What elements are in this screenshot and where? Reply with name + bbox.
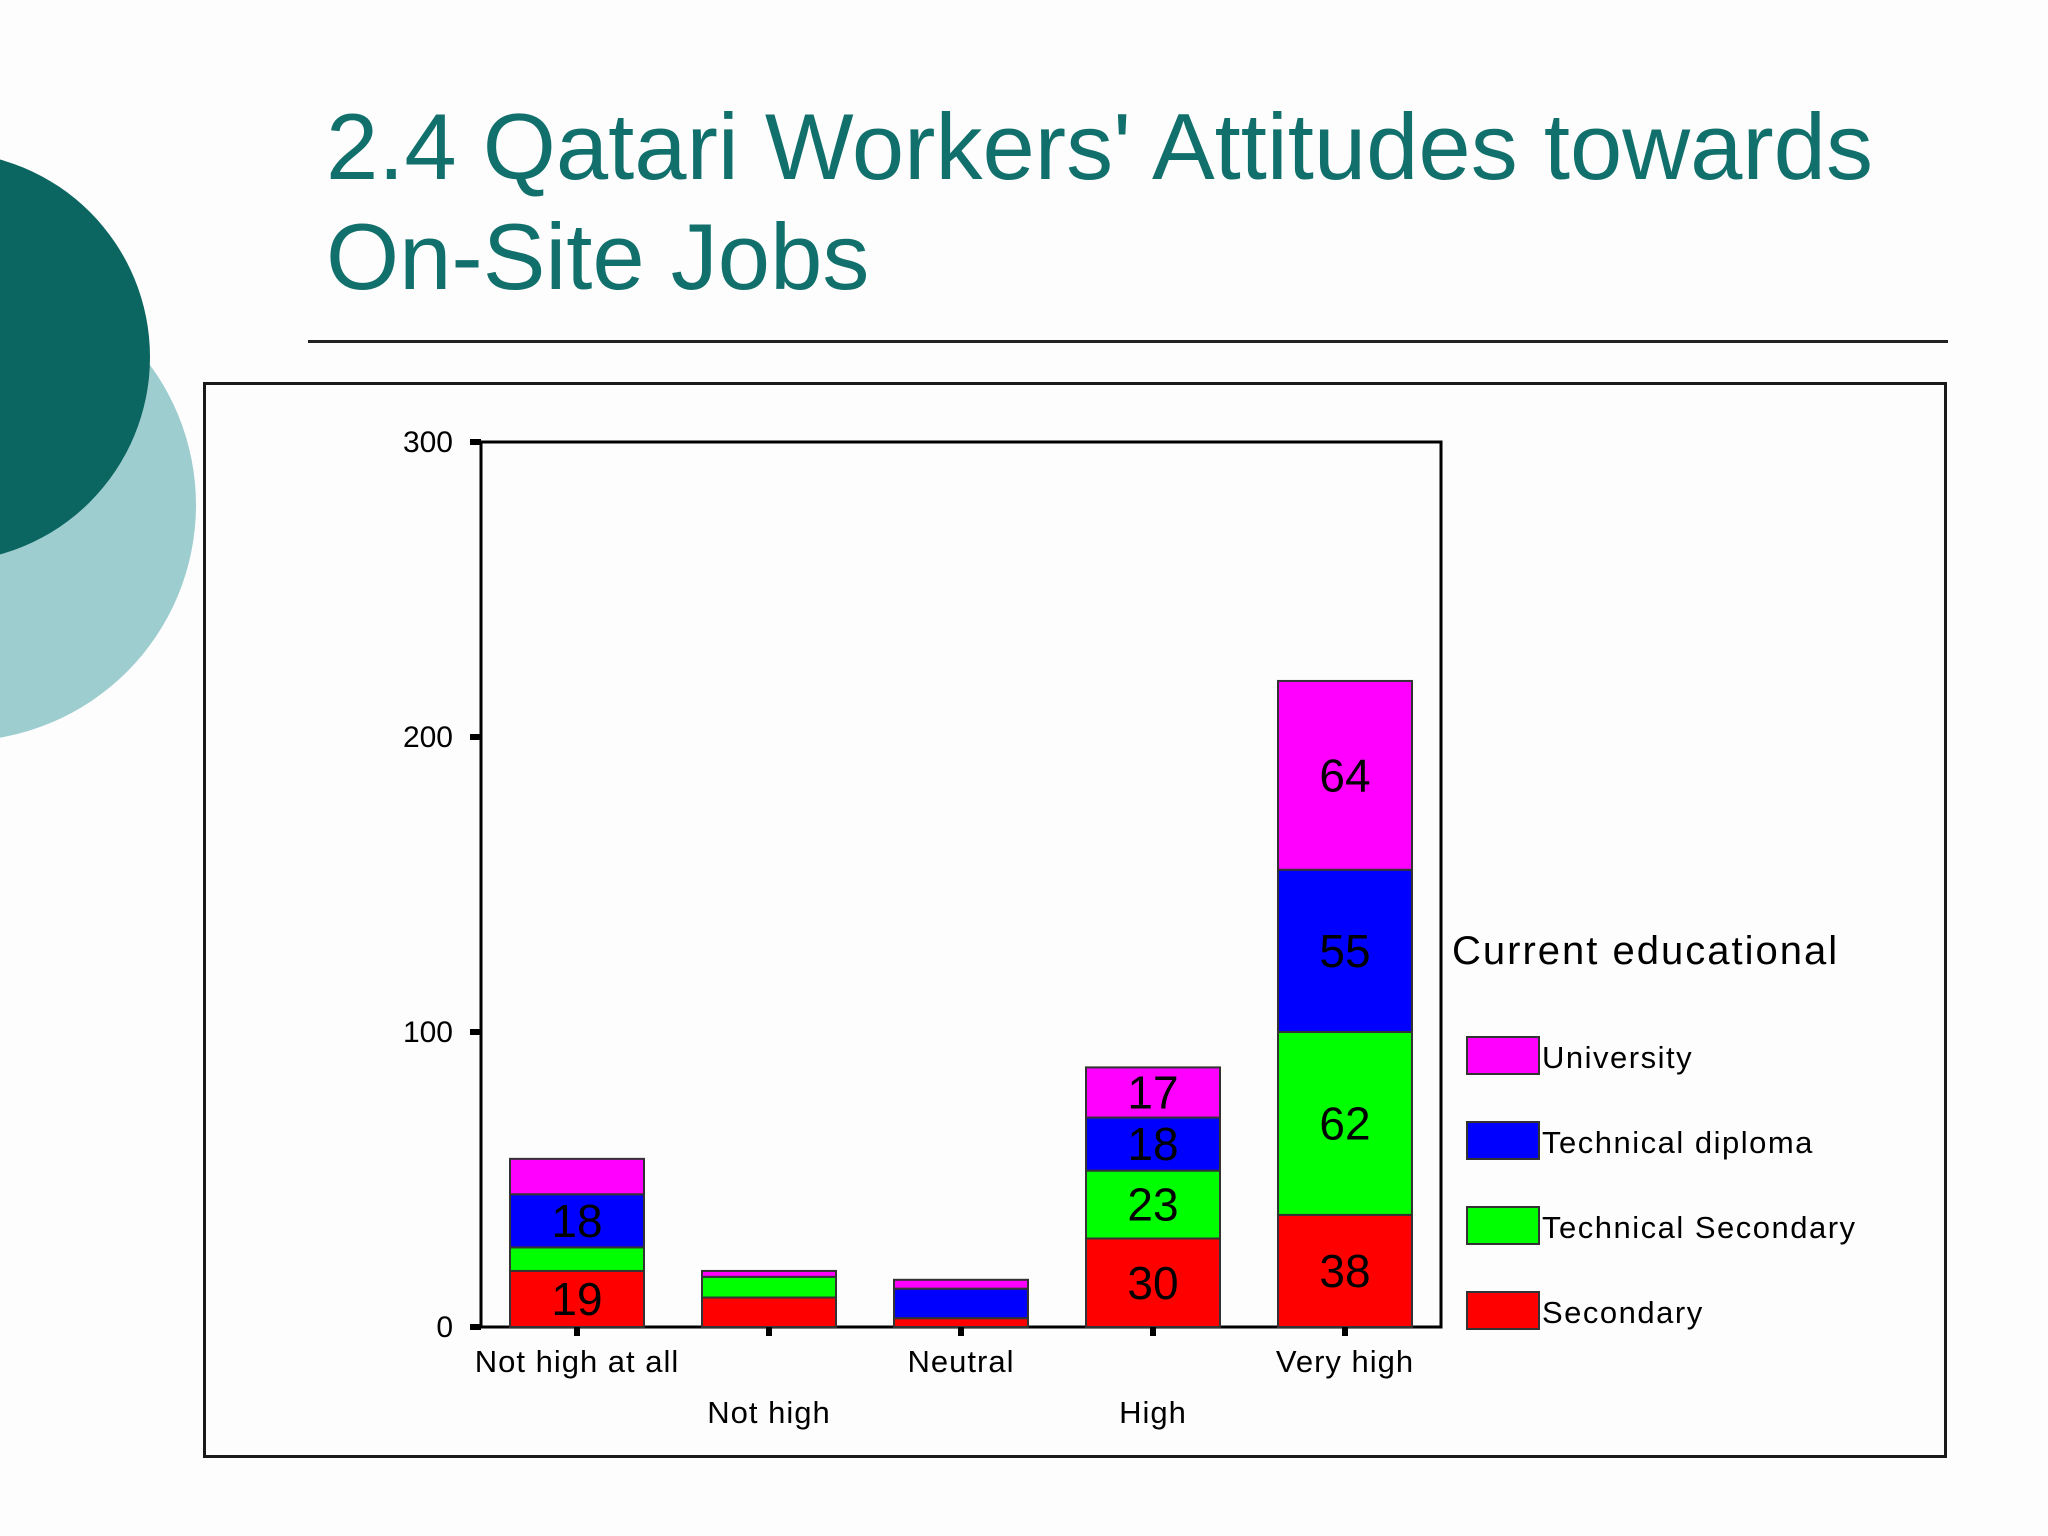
y-tick-label-200: 200 <box>403 721 453 754</box>
legend-swatch-university <box>1466 1036 1540 1075</box>
bar-technical-diploma-neutral <box>893 1287 1029 1320</box>
x-tick-very-high <box>1342 1327 1348 1336</box>
bar-secondary-very-high <box>1277 1213 1413 1329</box>
bar-technical-secondary-not-high-at-all <box>509 1246 645 1272</box>
y-tick-100 <box>470 1029 481 1035</box>
legend-swatch-technical-secondary <box>1466 1206 1540 1245</box>
bar-secondary-neutral <box>893 1317 1029 1329</box>
data-label-technical-secondary-very-high: 62 <box>1319 1097 1370 1149</box>
legend-title: Current educational <box>1452 929 1839 973</box>
decorative-circles <box>0 159 196 738</box>
slide-title-line-2: On-Site Jobs <box>326 204 870 309</box>
legend-label-secondary: Secondary <box>1542 1295 1704 1330</box>
bar-technical-diploma-very-high <box>1277 868 1413 1033</box>
data-label-secondary-high: 30 <box>1127 1257 1178 1309</box>
legend-label-technical-diploma: Technical diploma <box>1542 1125 1814 1160</box>
legend-swatch-technical-diploma <box>1466 1121 1540 1160</box>
decorative-circle-dark <box>0 159 150 555</box>
y-tick-200 <box>470 734 481 740</box>
x-tick-high <box>1150 1327 1156 1336</box>
chart-frame: 0 100 200 300 19 18 Not high at all Not high Neu… <box>203 382 1947 1458</box>
x-tick-label-very-high: Very high <box>1276 1344 1414 1379</box>
bar-university-neutral <box>893 1278 1029 1290</box>
bar-university-very-high <box>1277 679 1413 871</box>
bar-university-not-high <box>701 1269 837 1278</box>
data-label-secondary-not-high-at-all: 19 <box>551 1273 602 1325</box>
x-tick-label-not-high-at-all: Not high at all <box>475 1344 680 1379</box>
data-label-university-very-high: 64 <box>1319 749 1370 801</box>
y-tick-label-100: 100 <box>403 1016 453 1049</box>
y-tick-0 <box>470 1324 481 1330</box>
stacked-bar-chart: 0 100 200 300 19 18 Not high at all Not high Neu… <box>403 426 1857 1430</box>
bar-secondary-not-high-at-all <box>509 1269 645 1329</box>
slide-title: 2.4 Qatari Workers' Attitudes towards On… <box>326 92 1966 312</box>
x-tick-not-high-at-all <box>574 1327 580 1336</box>
bar-university-high <box>1085 1066 1221 1119</box>
bar-university-not-high-at-all <box>509 1157 645 1196</box>
y-tick-label-0: 0 <box>436 1311 453 1344</box>
data-label-secondary-very-high: 38 <box>1319 1245 1370 1297</box>
legend-label-university: University <box>1542 1040 1693 1075</box>
data-label-university-high: 17 <box>1127 1066 1178 1118</box>
data-label-technical-diploma-not-high-at-all: 18 <box>551 1195 602 1247</box>
legend-label-technical-secondary: Technical Secondary <box>1542 1210 1857 1245</box>
x-tick-neutral <box>958 1327 964 1336</box>
data-label-technical-diploma-high: 18 <box>1127 1118 1178 1170</box>
x-tick-label-neutral: Neutral <box>908 1344 1015 1379</box>
bar-secondary-not-high <box>701 1296 837 1328</box>
y-tick-label-300: 300 <box>403 426 453 459</box>
legend-swatch-secondary <box>1466 1291 1540 1330</box>
data-label-technical-secondary-high: 23 <box>1127 1179 1178 1231</box>
y-tick-300 <box>470 439 481 445</box>
x-tick-not-high <box>766 1327 772 1336</box>
bar-technical-secondary-not-high <box>701 1275 837 1299</box>
data-label-technical-diploma-very-high: 55 <box>1319 925 1370 977</box>
slide-title-line-1: 2.4 Qatari Workers' Attitudes towards <box>326 94 1873 199</box>
title-divider <box>308 340 1948 343</box>
bar-technical-diploma-high <box>1085 1116 1221 1172</box>
x-tick-label-high: High <box>1119 1395 1187 1430</box>
x-tick-label-not-high: Not high <box>707 1395 830 1430</box>
